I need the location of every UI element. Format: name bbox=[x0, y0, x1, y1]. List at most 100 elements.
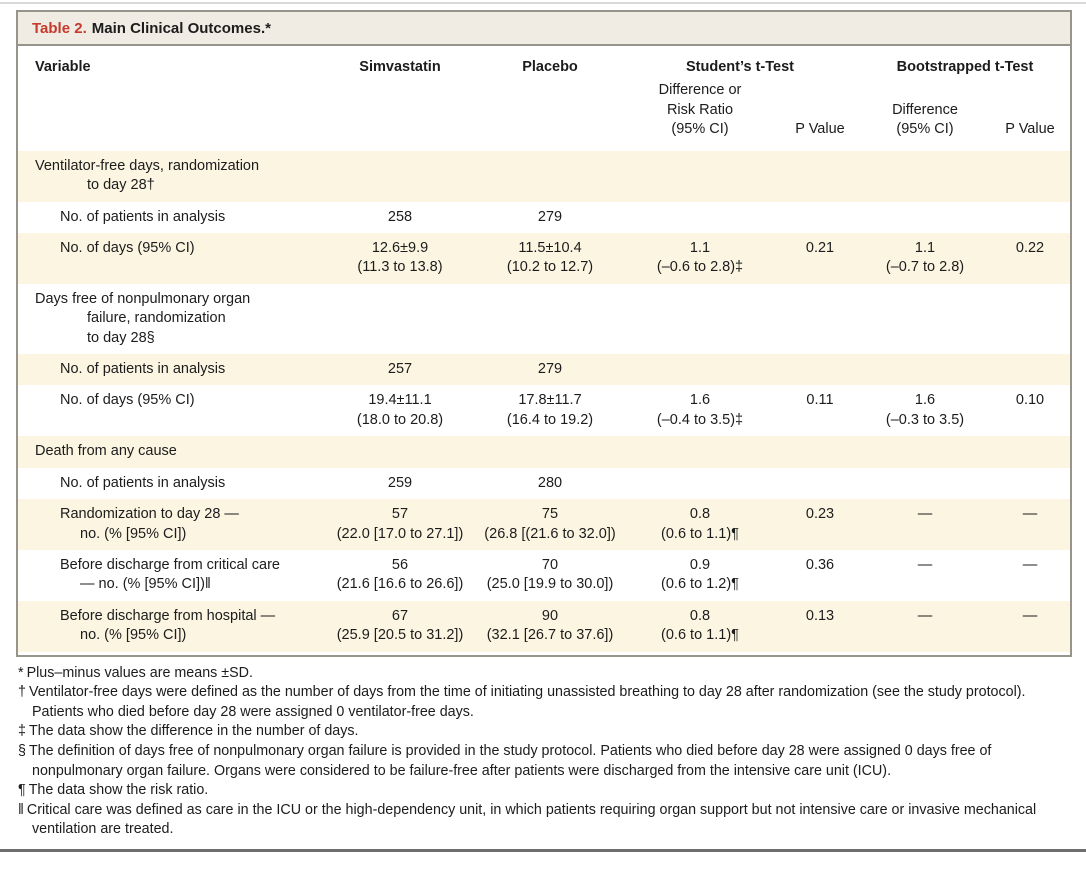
cell-variable: Before discharge from critical care — no… bbox=[60, 557, 280, 593]
cell-students-diff: 1.1 (–0.6 to 2.8)‡ bbox=[656, 239, 744, 276]
cell-variable: No. of patients in analysis bbox=[60, 474, 226, 491]
cell-boot-p: — bbox=[1022, 607, 1038, 624]
cell-simvastatin bbox=[320, 151, 480, 163]
cell-boot-diff bbox=[860, 202, 990, 214]
cell-boot-p: 0.22 bbox=[1015, 239, 1045, 256]
cell-students-diff bbox=[620, 284, 780, 296]
cell-boot-diff: 1.6 (–0.3 to 3.5) bbox=[885, 392, 965, 428]
cell-simvastatin: 56 (21.6 [16.6 to 26.6]) bbox=[336, 557, 464, 593]
cell-placebo: 17.8±11.7 (16.4 to 19.2) bbox=[506, 392, 594, 428]
cell-placebo: 279 bbox=[537, 208, 563, 225]
table-title: Table 2. Main Clinical Outcomes.* bbox=[18, 12, 1070, 46]
cell-simvastatin: 67 (25.9 [20.5 to 31.2]) bbox=[336, 607, 464, 644]
cell-students-p: 0.23 bbox=[805, 506, 835, 523]
cell-students-diff: 1.6 (–0.4 to 3.5)‡ bbox=[656, 392, 744, 428]
footnote: ¶ The data show the risk ratio. bbox=[18, 781, 1070, 801]
footnote: ‡ The data show the difference in the num… bbox=[18, 722, 1070, 742]
cell-boot-p bbox=[990, 354, 1070, 366]
bottom-divider bbox=[0, 848, 1086, 852]
table-row: No. of patients in analysis 257 279 bbox=[18, 354, 1070, 386]
column-header-bootstrapped-t-test: Bootstrapped t-Test bbox=[896, 59, 1034, 75]
cell-boot-diff: — bbox=[917, 557, 933, 574]
cell-students-diff bbox=[620, 354, 780, 366]
footnote-marker: ¶ bbox=[18, 782, 26, 799]
footnote-marker: * bbox=[18, 664, 24, 681]
table-body: Variable Simvastatin Placebo Student’s t… bbox=[18, 46, 1070, 655]
table-row: Death from any cause bbox=[18, 436, 1070, 468]
cell-placebo: 279 bbox=[537, 361, 563, 378]
table-row: No. of days (95% CI) 12.6±9.9 (11.3 to 1… bbox=[18, 232, 1070, 284]
cell-students-diff bbox=[620, 468, 780, 480]
cell-boot-diff bbox=[860, 151, 990, 163]
cell-placebo bbox=[480, 284, 620, 296]
cell-boot-p: — bbox=[1022, 557, 1038, 574]
footnote-text: The data show the difference in the numb… bbox=[28, 723, 359, 740]
cell-students-p: 0.13 bbox=[805, 607, 835, 624]
cell-students-p bbox=[780, 354, 860, 366]
cell-boot-diff: — bbox=[917, 607, 933, 624]
cell-students-p bbox=[780, 436, 860, 448]
cell-simvastatin: 19.4±11.1 (18.0 to 20.8) bbox=[356, 392, 444, 428]
cell-boot-p bbox=[990, 436, 1070, 448]
table-number: Table 2. bbox=[32, 20, 87, 37]
subheader-row: Difference or Risk Ratio (95% CI) P Valu… bbox=[18, 79, 1070, 150]
cell-placebo: 280 bbox=[537, 474, 563, 491]
cell-students-diff: 0.9 (0.6 to 1.2)¶ bbox=[661, 557, 739, 593]
footnote-marker: ‖ bbox=[18, 801, 24, 818]
cell-simvastatin: 259 bbox=[387, 474, 413, 491]
cell-simvastatin: 57 (22.0 [17.0 to 27.1]) bbox=[336, 506, 464, 542]
cell-variable: Death from any cause bbox=[35, 443, 177, 460]
table-row: Before discharge from critical care — no… bbox=[18, 550, 1070, 601]
footnote-text: The data show the risk ratio. bbox=[28, 782, 209, 799]
page: Table 2. Main Clinical Outcomes.* Variabl… bbox=[0, 2, 1086, 852]
cell-boot-p bbox=[990, 284, 1070, 296]
cell-placebo: 70 (25.0 [19.9 to 30.0]) bbox=[486, 557, 614, 593]
table-title-text: Main Clinical Outcomes.* bbox=[91, 20, 271, 37]
cell-variable: No. of patients in analysis bbox=[60, 208, 226, 225]
cell-students-p bbox=[780, 151, 860, 163]
cell-boot-p: — bbox=[1022, 506, 1038, 523]
cell-variable: Ventilator-free days, randomization to d… bbox=[35, 157, 260, 194]
cell-variable: Before discharge from hospital — no. (% … bbox=[60, 607, 276, 644]
column-header-students-t-test: Student’s t-Test bbox=[686, 59, 794, 75]
footnote-text: Critical care was defined as care in the… bbox=[26, 801, 1037, 838]
footnote-marker: ‡ bbox=[18, 723, 26, 740]
footnote: ‖ Critical care was defined as care in th… bbox=[18, 801, 1070, 840]
cell-students-diff: 0.8 (0.6 to 1.1)¶ bbox=[661, 506, 739, 542]
cell-boot-diff: — bbox=[917, 506, 933, 523]
footnotes: * Plus–minus values are means ±SD. † Venti… bbox=[18, 664, 1070, 840]
cell-simvastatin: 258 bbox=[387, 208, 413, 225]
subheader-students-pvalue: P Value bbox=[795, 121, 845, 138]
cell-students-diff: 0.8 (0.6 to 1.1)¶ bbox=[661, 607, 739, 644]
subheader-spacer bbox=[320, 138, 480, 142]
footnote-text: The definition of days free of nonpulmon… bbox=[28, 743, 992, 779]
cell-placebo: 90 (32.1 [26.7 to 37.6]) bbox=[486, 607, 614, 644]
cell-students-p: 0.21 bbox=[805, 239, 835, 256]
table-row: No. of patients in analysis 259 280 bbox=[18, 468, 1070, 499]
cell-students-p: 0.36 bbox=[805, 557, 835, 574]
header-row: Variable Simvastatin Placebo Student’s t… bbox=[18, 46, 1070, 79]
cell-boot-diff bbox=[860, 284, 990, 296]
cell-students-p bbox=[780, 468, 860, 480]
cell-students-p bbox=[780, 202, 860, 214]
cell-boot-p bbox=[990, 151, 1070, 163]
column-header-simvastatin: Simvastatin bbox=[359, 59, 441, 75]
cell-students-diff bbox=[620, 436, 780, 448]
cell-placebo: 11.5±10.4 (10.2 to 12.7) bbox=[506, 239, 594, 276]
subheader-spacer bbox=[18, 138, 320, 142]
cell-boot-diff bbox=[860, 468, 990, 480]
column-header-variable: Variable bbox=[35, 59, 91, 75]
table-row: No. of patients in analysis 258 279 bbox=[18, 202, 1070, 233]
table-row: Ventilator-free days, randomization to d… bbox=[18, 150, 1070, 202]
cell-placebo: 75 (26.8 [(21.6 to 32.0]) bbox=[484, 506, 616, 542]
footnote-text: Ventilator-free days were defined as the… bbox=[28, 684, 1026, 720]
table-row: No. of days (95% CI) 19.4±11.1 (18.0 to … bbox=[18, 385, 1070, 436]
footnote-text: Plus–minus values are means ±SD. bbox=[26, 664, 253, 681]
cell-boot-diff: 1.1 (–0.7 to 2.8) bbox=[885, 239, 965, 276]
cell-boot-diff bbox=[860, 354, 990, 366]
cell-variable: No. of days (95% CI) bbox=[60, 239, 195, 256]
cell-boot-p bbox=[990, 468, 1070, 480]
table-card: Table 2. Main Clinical Outcomes.* Variabl… bbox=[16, 10, 1072, 657]
footnote-marker: § bbox=[18, 743, 26, 760]
cell-students-p: 0.11 bbox=[806, 392, 834, 409]
